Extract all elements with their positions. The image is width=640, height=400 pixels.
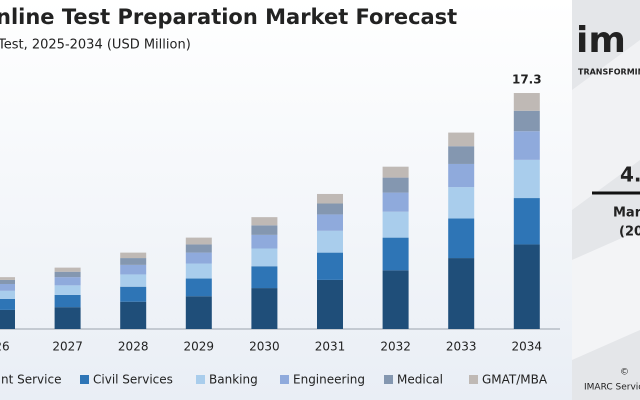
legend-label: Engineering	[293, 373, 365, 387]
stat-value: 4.	[620, 163, 640, 187]
total-label: 17.3	[512, 73, 542, 87]
bar-segment	[251, 217, 278, 226]
bar-segment	[54, 285, 81, 295]
chart-title: nline Test Preparation Market Forecast	[0, 5, 457, 29]
panel-shape	[572, 40, 640, 210]
bar-segment	[513, 93, 540, 111]
bar-segment	[382, 192, 409, 212]
bar-segment	[0, 290, 15, 299]
panel-shape	[572, 230, 640, 360]
bar-segment	[317, 214, 343, 231]
bar-segment	[0, 298, 15, 310]
bar-segment	[185, 244, 212, 253]
bar-segment	[251, 288, 278, 329]
source: IMARC Servic	[584, 383, 640, 393]
bar-segment	[54, 294, 81, 308]
x-tick-label: 2032	[380, 340, 411, 354]
bar-segment	[120, 252, 147, 259]
bar-segment	[185, 296, 212, 329]
bar-segment	[0, 283, 15, 291]
bar-segment	[317, 203, 343, 215]
bar-segment	[185, 263, 212, 279]
legend-swatch	[196, 375, 205, 384]
bar-segment	[448, 218, 475, 259]
bar-segment	[513, 198, 540, 245]
bar-segment	[120, 274, 147, 287]
bar-segment	[317, 279, 343, 329]
bar-segment	[0, 277, 15, 280]
bar-segment	[185, 278, 212, 297]
legend-label: nt Service	[1, 373, 61, 387]
x-tick-label: 2033	[446, 340, 477, 354]
bar-segment	[317, 252, 343, 280]
x-tick-label: 2030	[249, 340, 280, 354]
legend-swatch	[469, 375, 478, 384]
bar-segment	[251, 266, 278, 289]
bar-segment	[382, 211, 409, 238]
stat-label: (20	[619, 225, 640, 240]
bar-segment	[513, 110, 540, 132]
x-tick-label: 2027	[52, 340, 83, 354]
x-tick-label: 2034	[512, 340, 543, 354]
bar-segment	[0, 279, 15, 284]
copyright: ©	[620, 368, 629, 378]
bar-segment	[185, 237, 212, 245]
bar-segment	[251, 234, 278, 249]
bar-segment	[448, 132, 475, 147]
bar-segment	[251, 225, 278, 235]
bar-segment	[185, 252, 212, 264]
x-tick-label: 2031	[315, 340, 346, 354]
bar-segment	[120, 258, 147, 265]
bar-segment	[448, 163, 475, 188]
bar-segment	[382, 177, 409, 193]
bar-segment	[120, 286, 147, 302]
legend-swatch	[384, 375, 393, 384]
legend-label: Banking	[209, 373, 258, 387]
bar-segment	[120, 264, 147, 275]
bar-segment	[251, 248, 278, 267]
legend-label: Civil Services	[93, 373, 173, 387]
stat-label: Mar	[613, 206, 640, 221]
chart-subtitle: Test, 2025-2034 (USD Million)	[0, 38, 191, 53]
bar-segment	[317, 230, 343, 253]
bar-segment	[382, 270, 409, 329]
bar-segment	[120, 301, 147, 329]
bar-segment	[382, 237, 409, 271]
bar-segment	[54, 271, 81, 278]
bar-segment	[513, 244, 540, 329]
x-tick-label: 2029	[184, 340, 215, 354]
x-tick-label: 26	[0, 340, 10, 354]
logo-tagline: TRANSFORMING	[578, 68, 640, 77]
bar-segment	[448, 146, 475, 164]
bar-segment	[513, 159, 540, 199]
bar-segment	[448, 187, 475, 219]
bar-segment	[448, 258, 475, 329]
bar-segment	[54, 267, 81, 272]
chart-background	[0, 0, 572, 400]
legend-label: Medical	[397, 373, 443, 387]
bar-segment	[317, 193, 343, 204]
legend-label: GMAT/MBA	[482, 373, 548, 387]
legend-swatch	[280, 375, 289, 384]
bar-segment	[54, 277, 81, 286]
logo: im	[576, 20, 626, 61]
bar-segment	[54, 307, 81, 329]
legend-swatch	[80, 375, 89, 384]
bar-segment	[513, 131, 540, 160]
bar-segment	[382, 166, 409, 178]
x-tick-label: 2028	[118, 340, 149, 354]
bar-segment	[0, 309, 15, 329]
